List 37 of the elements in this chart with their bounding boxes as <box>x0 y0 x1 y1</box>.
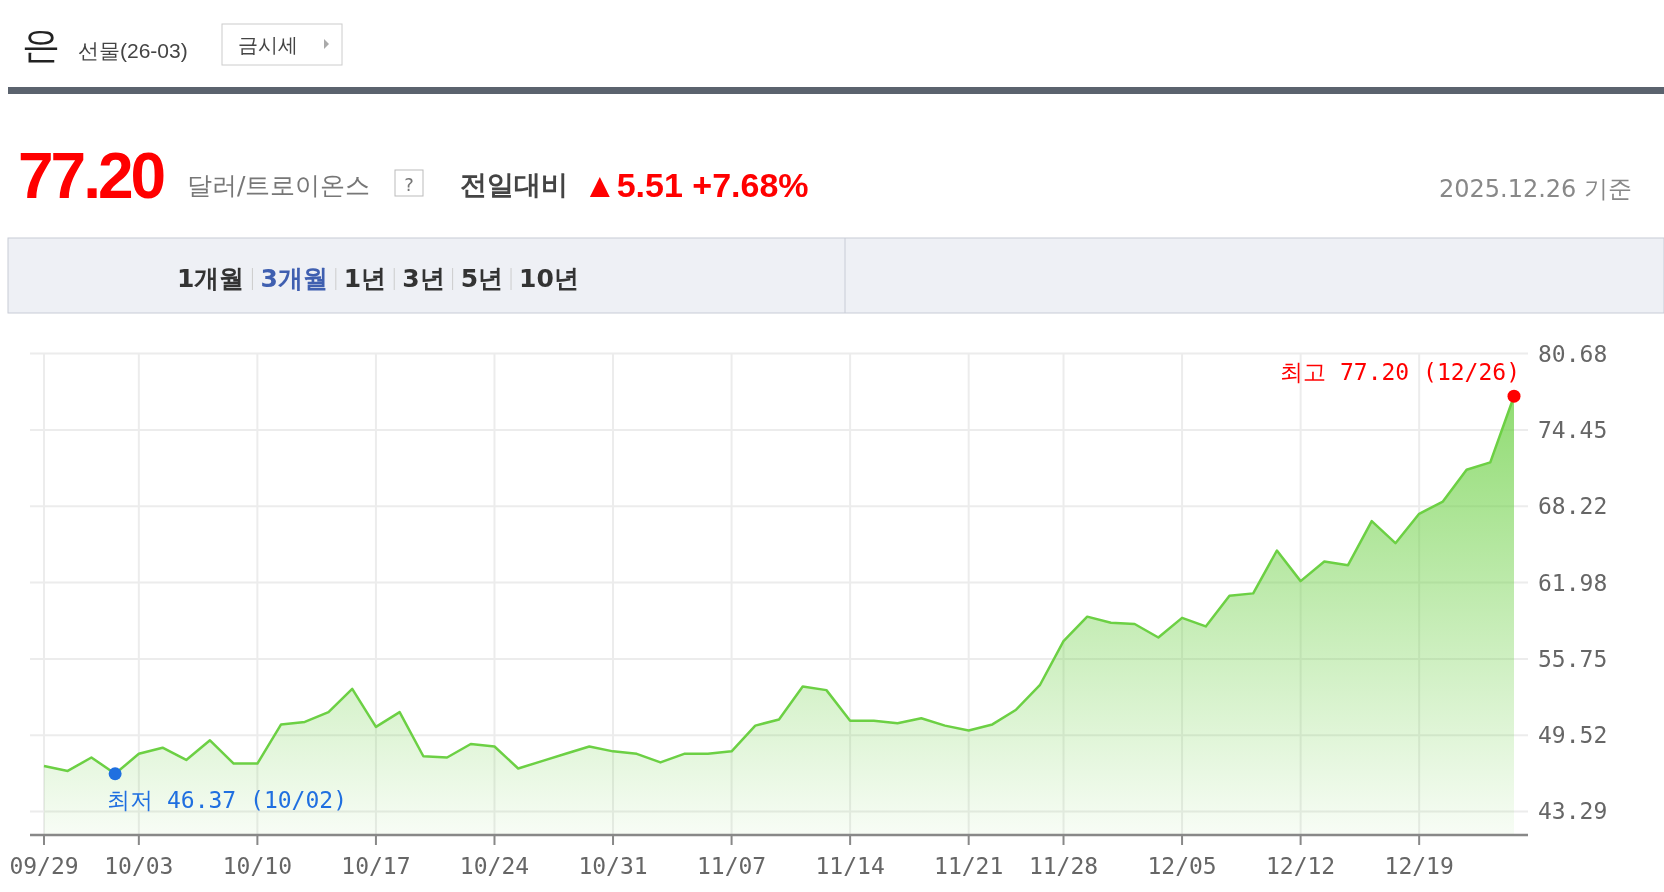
x-tick-label: 11/14 <box>815 853 885 879</box>
x-tick-label: 12/19 <box>1384 853 1454 879</box>
text: 5년 <box>460 264 504 293</box>
data-label: 최고 77.20 (12/26) <box>1280 359 1520 386</box>
chart-subtitle: 선물(26-03) <box>78 39 188 62</box>
chart-title: 은 <box>22 23 60 67</box>
text: 3년 <box>402 264 445 293</box>
x-tick-label: 10/10 <box>222 853 293 879</box>
text: 1년 <box>343 264 387 293</box>
text: 달러/트로이온스 <box>187 171 371 200</box>
y-tick-label: 55.75 <box>1538 645 1608 672</box>
x-tick-label: 10/24 <box>459 853 530 879</box>
text: ? <box>404 174 414 195</box>
x-tick-label: 12/05 <box>1147 853 1217 879</box>
y-tick-label: 80.68 <box>1538 340 1608 367</box>
text: 10년 <box>519 264 579 293</box>
x-tick-label: 11/07 <box>696 853 767 879</box>
y-tick-label: 74.45 <box>1538 416 1608 443</box>
x-tick-label: 10/31 <box>578 853 648 879</box>
y-tick-label: 49.52 <box>1538 722 1608 749</box>
text: 금시세 <box>238 33 298 57</box>
x-tick-label: 12/12 <box>1265 853 1336 879</box>
text: 77.20 <box>18 140 164 212</box>
y-tick-label: 43.29 <box>1538 798 1608 825</box>
x-tick-label: 09/29 <box>9 853 79 879</box>
data-label: 최저 46.37 (10/02) <box>107 786 347 813</box>
y-tick-label: 61.98 <box>1538 569 1608 596</box>
y-tick-label: 68.22 <box>1538 493 1608 520</box>
text: 전일대비 <box>460 169 568 200</box>
x-tick-label: 10/03 <box>104 853 174 879</box>
x-tick-label: 10/17 <box>341 853 411 879</box>
x-tick-label: 11/21 <box>934 853 1004 879</box>
text: 3개월 <box>260 264 328 293</box>
text: ▲5.51 +7.68% <box>583 166 809 204</box>
text: 2025.12.26 기준 <box>1438 175 1632 203</box>
x-tick-label: 11/28 <box>1028 853 1099 879</box>
text: 1개월 <box>177 264 245 293</box>
